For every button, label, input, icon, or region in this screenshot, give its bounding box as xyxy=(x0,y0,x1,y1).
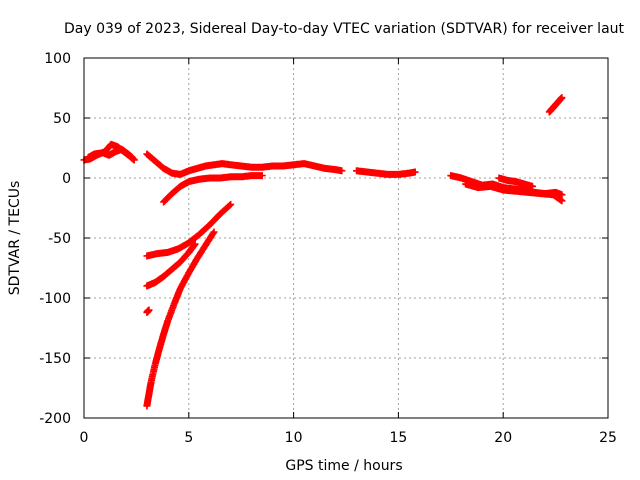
series-arc-10 xyxy=(143,200,235,260)
y-tick-label: 0 xyxy=(62,171,71,187)
series-arc-2 xyxy=(84,145,136,162)
y-tick-label: -150 xyxy=(39,351,71,367)
data-point-markers xyxy=(143,228,218,410)
data-point-markers xyxy=(143,150,346,178)
x-tick-label: 15 xyxy=(389,430,407,446)
series-arc-3 xyxy=(143,150,346,178)
data-point-markers xyxy=(545,94,566,116)
series-arc-13 xyxy=(143,306,153,316)
x-tick-label: 5 xyxy=(184,430,193,446)
series-arc-12 xyxy=(143,228,218,410)
data-point-markers xyxy=(495,174,536,190)
data-point-markers xyxy=(143,240,199,290)
x-tick-label: 0 xyxy=(80,430,89,446)
series-arc-9 xyxy=(545,94,566,116)
y-tick-label: -50 xyxy=(48,231,71,247)
data-layer xyxy=(80,94,566,410)
data-point-markers xyxy=(160,172,266,206)
grid-layer xyxy=(84,58,608,418)
data-point-markers xyxy=(143,306,153,316)
tick-layer: 0 5 10 15 20 25 -200 -150 -100 -50 0 50 100 xyxy=(39,51,617,446)
x-tick-label: 25 xyxy=(599,430,617,446)
data-point-markers xyxy=(143,200,235,260)
y-tick-label: -200 xyxy=(39,411,71,427)
x-tick-label: 20 xyxy=(494,430,512,446)
y-tick-label: 50 xyxy=(53,111,71,127)
x-tick-label: 10 xyxy=(285,430,303,446)
y-axis-label: SDTVAR / TECUs xyxy=(7,181,23,296)
x-axis-label: GPS time / hours xyxy=(285,458,402,474)
series-arc-8 xyxy=(495,174,536,190)
chart-title: Day 039 of 2023, Sidereal Day-to-day VTE… xyxy=(64,21,625,37)
series-arc-5 xyxy=(353,167,419,178)
data-point-markers xyxy=(462,180,566,205)
series-arc-7 xyxy=(462,180,566,205)
series-arc-4 xyxy=(160,172,266,206)
data-point-markers xyxy=(353,167,419,178)
data-point-markers xyxy=(84,145,136,162)
series-arc-11 xyxy=(143,240,199,290)
y-tick-label: -100 xyxy=(39,291,71,307)
y-tick-label: 100 xyxy=(44,51,71,67)
